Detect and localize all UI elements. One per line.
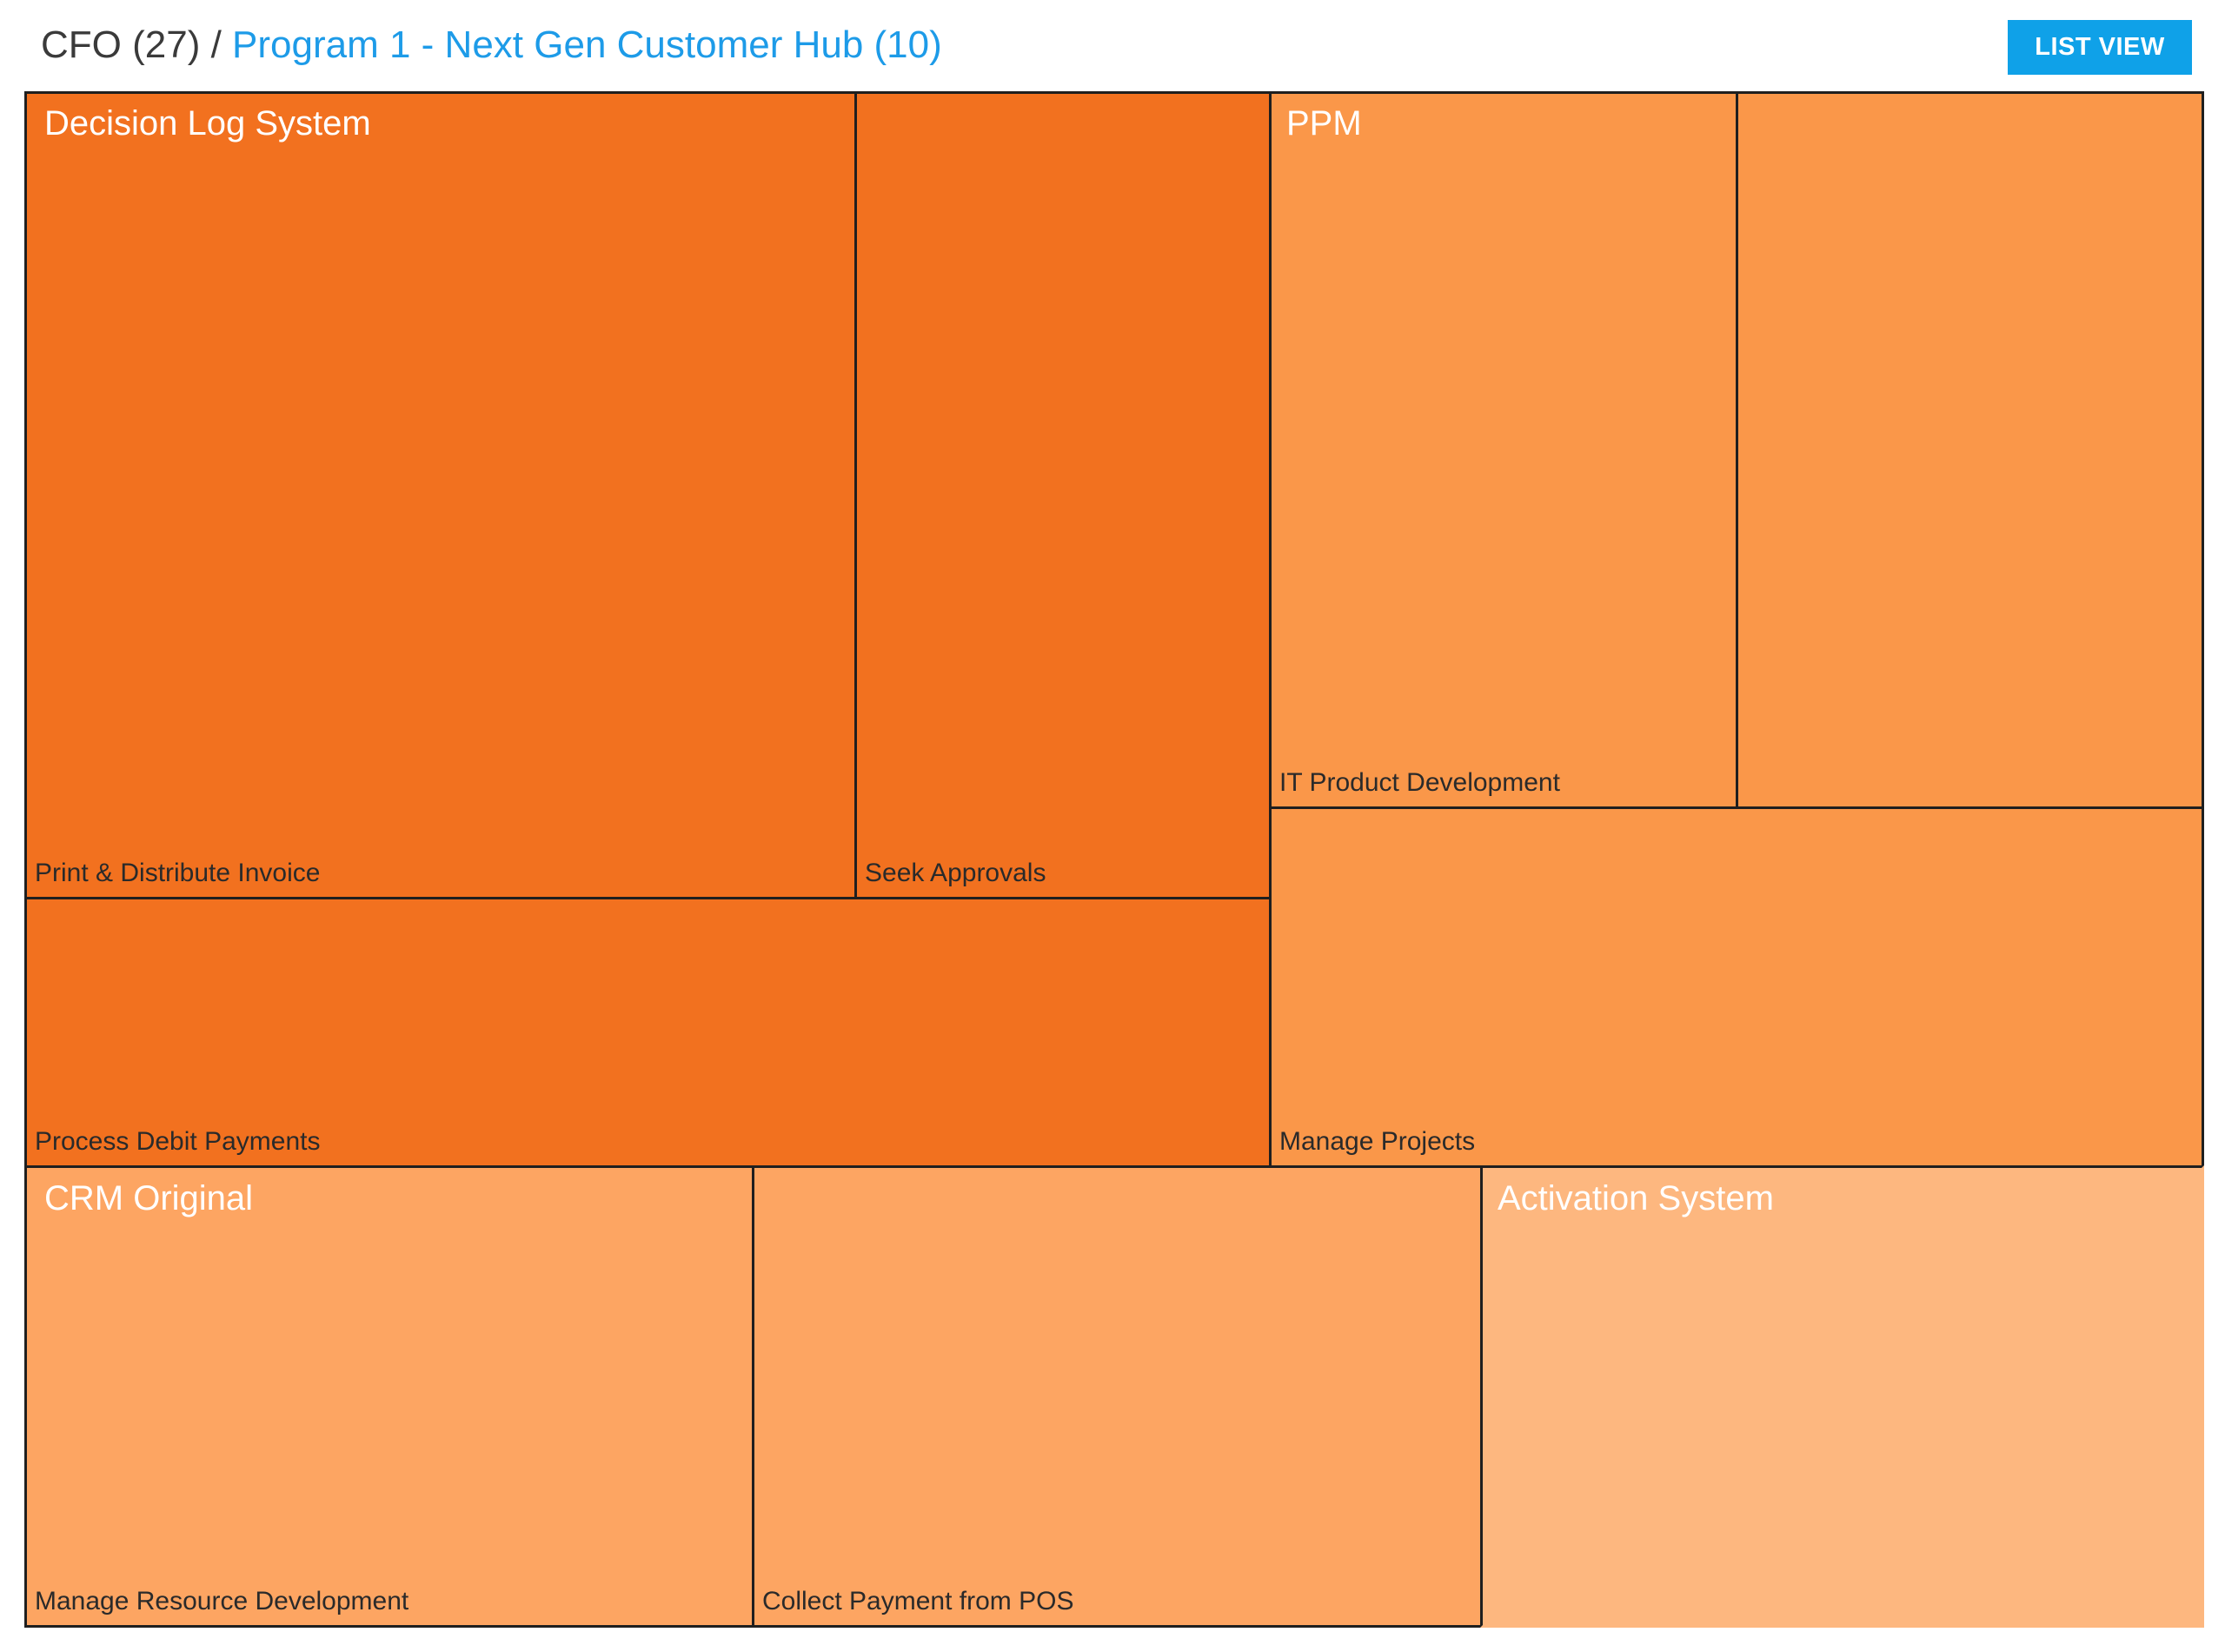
treemap-tile-it-product-development[interactable]: IT Product Development <box>1269 91 1738 809</box>
tile-label: Manage Resource Development <box>35 1587 409 1616</box>
tile-label: Process Debit Payments <box>35 1127 321 1156</box>
treemap-tile-manage-projects[interactable]: Manage Projects <box>1269 806 2204 1168</box>
tile-label: Print & Distribute Invoice <box>35 859 321 887</box>
treemap-tile-manage-resource-development[interactable]: Manage Resource Development <box>24 1165 754 1628</box>
treemap-tile-seek-approvals[interactable]: Seek Approvals <box>854 91 1272 899</box>
treemap-tile-unlabeled[interactable] <box>1736 91 2204 809</box>
treemap-tile-print-distribute-invoice[interactable]: Print & Distribute Invoice <box>24 91 857 899</box>
tile-label: Manage Projects <box>1279 1127 1476 1156</box>
breadcrumb-root[interactable]: CFO (27) <box>41 23 201 66</box>
tile-label: IT Product Development <box>1279 768 1560 797</box>
tile-label: Collect Payment from POS <box>762 1587 1074 1616</box>
breadcrumb-separator: / <box>200 23 233 66</box>
treemap: Print & Distribute Invoice Seek Approval… <box>24 91 2204 1628</box>
breadcrumb: CFO (27) / Program 1 - Next Gen Customer… <box>41 17 942 73</box>
treemap-tile-collect-payment-from-pos[interactable]: Collect Payment from POS <box>752 1165 1483 1628</box>
tile-label: Seek Approvals <box>865 859 1046 887</box>
breadcrumb-current-link[interactable]: Program 1 - Next Gen Customer Hub (10) <box>232 23 942 66</box>
treemap-tile-process-debit-payments[interactable]: Process Debit Payments <box>24 897 1272 1168</box>
list-view-button[interactable]: LIST VIEW <box>2008 20 2192 75</box>
treemap-tile-activation-system[interactable] <box>1480 1165 2204 1628</box>
